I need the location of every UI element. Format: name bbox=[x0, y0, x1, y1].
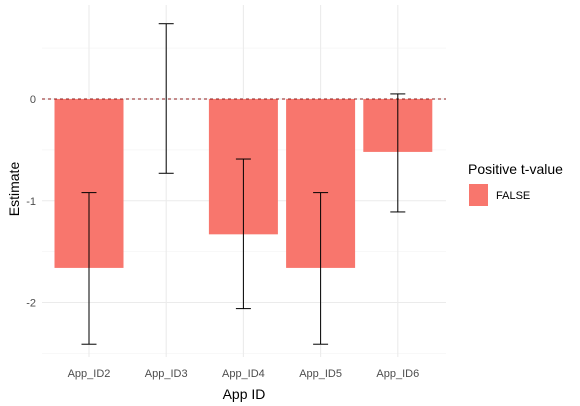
error-bar-app-id5 bbox=[313, 192, 329, 345]
x-tick-label: App_ID3 bbox=[145, 368, 188, 380]
x-tick-label: App_ID5 bbox=[299, 368, 342, 380]
x-tick-label: App_ID6 bbox=[376, 368, 419, 380]
error-bar-app-id2 bbox=[81, 192, 97, 345]
x-tick-label: App_ID2 bbox=[68, 368, 111, 380]
y-axis-ticks: 0 -1 -2 bbox=[26, 94, 36, 310]
legend-key bbox=[469, 184, 488, 206]
legend-entries: FALSE bbox=[469, 184, 530, 206]
error-bar-app-id4 bbox=[235, 158, 251, 310]
y-tick-label: -1 bbox=[26, 196, 36, 208]
y-tick-label: 0 bbox=[30, 94, 36, 106]
x-axis-title: App ID bbox=[223, 386, 266, 402]
x-tick-label: App_ID4 bbox=[222, 368, 265, 380]
legend-label: FALSE bbox=[496, 190, 530, 202]
legend: Positive t-value FALSE bbox=[468, 161, 563, 206]
error-bars bbox=[81, 23, 406, 345]
legend-title: Positive t-value bbox=[468, 161, 563, 177]
error-bar-app-id6 bbox=[390, 93, 406, 213]
error-bar-app-id3 bbox=[158, 23, 174, 174]
y-axis-title: Estimate bbox=[6, 162, 22, 217]
y-tick-label: -2 bbox=[26, 298, 36, 310]
x-axis-ticks: App_ID2 App_ID3 App_ID4 App_ID5 App_ID6 bbox=[68, 368, 420, 380]
